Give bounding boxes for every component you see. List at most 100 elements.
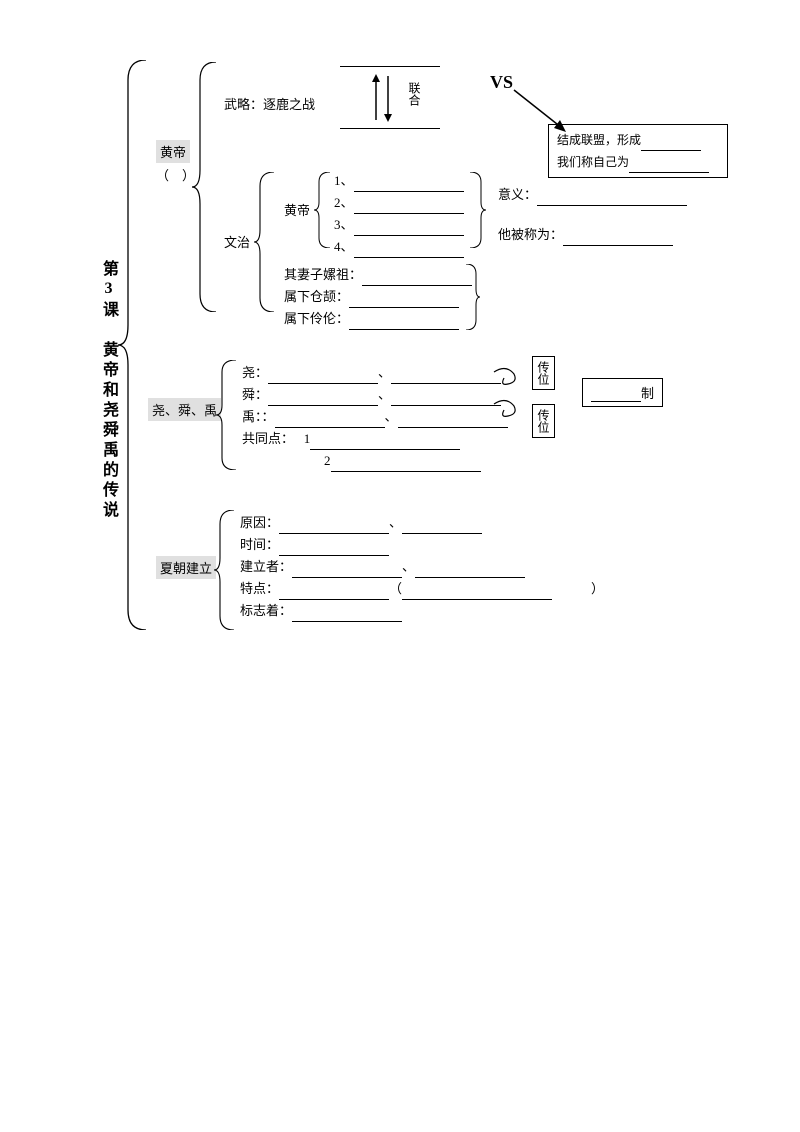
section1-label: 黄帝: [156, 140, 190, 163]
item2-blank: [354, 200, 464, 214]
founder-sep: 、: [402, 559, 415, 574]
reason-b1: [279, 520, 389, 534]
section1-paren: （ ）: [156, 165, 195, 184]
item1-row: 1、: [334, 170, 464, 192]
zhi-blank: [591, 388, 641, 402]
section2-label: 尧、舜、禹: [148, 398, 221, 421]
wulue-label: 武略：逐鹿之战: [224, 94, 315, 116]
yiyi-label: 意义：: [498, 187, 537, 202]
founder-row: 建立者： 、: [240, 556, 604, 578]
wife-row: 其妻子嫘祖：: [284, 264, 472, 286]
mark-blank: [292, 608, 402, 622]
alliance-blank1: [641, 137, 701, 151]
brace-section3: [214, 510, 236, 630]
feature-b2: [402, 586, 552, 600]
section3-label-wrap: 夏朝建立: [156, 556, 216, 579]
feature-b1: [279, 586, 389, 600]
brace-associates-close: [466, 264, 482, 330]
item3-row: 3、: [334, 214, 464, 236]
yao-b2: [391, 370, 501, 384]
yao-label: 尧：: [242, 365, 268, 380]
mark-label: 标志着：: [240, 603, 292, 618]
alliance-line1-text: 结成联盟，形成: [557, 133, 641, 147]
arrows-up-down: [366, 72, 402, 124]
cangjie-row: 属下仓颉：: [284, 286, 472, 308]
brace-huangdi-items: [314, 172, 332, 248]
items-list: 1、 2、 3、 4、: [334, 170, 464, 258]
yao-row: 尧： 、: [242, 362, 508, 384]
item4-row: 4、: [334, 236, 464, 258]
section2-label-wrap: 尧、舜、禹: [148, 398, 221, 421]
tabei-blank: [563, 232, 673, 246]
battle-blank-top: [340, 66, 440, 67]
huangdi-sub: 黄帝: [284, 200, 310, 222]
linglun-row: 属下伶伦：: [284, 308, 472, 330]
alliance-line1: 结成联盟，形成: [557, 129, 719, 151]
common-b2: [331, 458, 481, 472]
time-label: 时间：: [240, 537, 279, 552]
linglun-blank: [349, 316, 459, 330]
brace-section2: [216, 360, 238, 470]
time-blank: [279, 542, 389, 556]
item2-row: 2、: [334, 192, 464, 214]
section3-content: 原因：、 时间： 建立者：、 特点：（ ） 标志着：: [240, 512, 604, 622]
cangjie-label: 属下仓颉：: [284, 289, 349, 304]
common-row2: 2: [242, 450, 508, 472]
sep3: 、: [385, 409, 398, 424]
brace-items-close: [470, 172, 488, 248]
yiyi-row: 意义：: [498, 184, 687, 206]
shun-b2: [391, 392, 501, 406]
time-row: 时间：: [240, 534, 604, 556]
vs-label: VS: [490, 72, 513, 93]
section3-label: 夏朝建立: [156, 556, 216, 579]
yu-row: 禹：： 、: [242, 406, 508, 428]
reason-b2: [402, 520, 482, 534]
battle-blank-bottom: [340, 128, 440, 129]
yu-b1: [275, 414, 385, 428]
item2-num: 2、: [334, 195, 354, 210]
shun-b1: [268, 392, 378, 406]
yu-label: 禹：：: [242, 409, 275, 424]
founder-b1: [292, 564, 402, 578]
sep2: 、: [378, 387, 391, 402]
common-row: 共同点： 1: [242, 428, 508, 450]
tabei-label: 他被称为：: [498, 227, 563, 242]
common-b1: [310, 436, 460, 450]
common-label: 共同点：: [242, 431, 294, 446]
wife-label: 其妻子嫘祖：: [284, 267, 362, 282]
yao-b1: [268, 370, 378, 384]
chuanwei-box2: 传位: [532, 404, 555, 438]
alliance-blank2: [629, 159, 709, 173]
zhi-box: 制: [582, 378, 663, 407]
shun-row: 舜： 、: [242, 384, 508, 406]
brace-wenzhi: [254, 172, 276, 312]
sep: 、: [378, 365, 391, 380]
item1-num: 1、: [334, 173, 354, 188]
tabei-row: 他被称为：: [498, 224, 673, 246]
brace-outer: [118, 60, 148, 630]
alliance-line2: 我们称自己为: [557, 151, 719, 173]
item3-blank: [354, 222, 464, 236]
shun-label: 舜：: [242, 387, 268, 402]
reason-sep: 、: [389, 515, 402, 530]
associates-list: 其妻子嫘祖： 属下仓颉： 属下伶伦：: [284, 264, 472, 330]
item3-num: 3、: [334, 217, 354, 232]
brace-section1: [192, 62, 218, 312]
section1-label-wrap: 黄帝 （ ）: [156, 140, 195, 184]
lianhe-vertical: 联合: [406, 82, 423, 106]
cangjie-blank: [349, 294, 459, 308]
founder-b2: [415, 564, 525, 578]
mark-row: 标志着：: [240, 600, 604, 622]
linglun-label: 属下伶伦：: [284, 311, 349, 326]
item1-blank: [354, 178, 464, 192]
wife-blank: [362, 272, 472, 286]
founder-label: 建立者：: [240, 559, 292, 574]
yiyi-blank: [537, 192, 687, 206]
alliance-box: 结成联盟，形成 我们称自己为: [548, 124, 728, 178]
feature-label: 特点：: [240, 581, 279, 596]
reason-label: 原因：: [240, 515, 279, 530]
lesson-title: 第3课 黄帝和尧舜禹的传说: [96, 260, 120, 521]
wenzhi-label: 文治: [224, 232, 250, 254]
reason-row: 原因： 、: [240, 512, 604, 534]
swirl-arrows: [488, 364, 522, 424]
